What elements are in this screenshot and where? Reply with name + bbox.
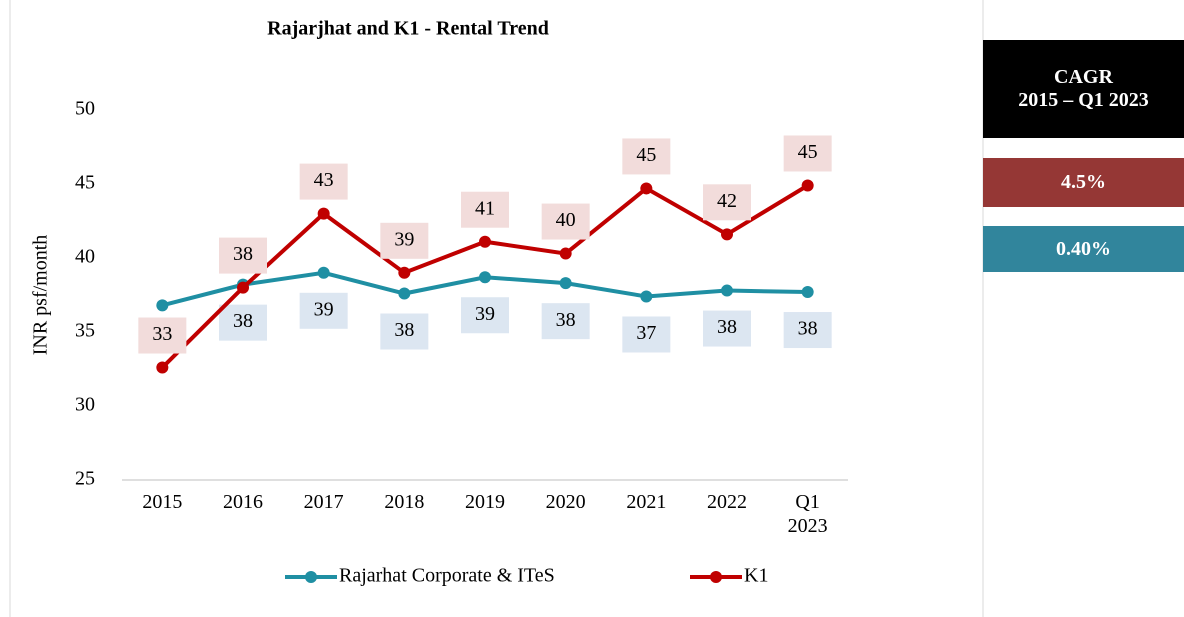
data-point <box>156 299 169 312</box>
data-label: 45 <box>636 144 656 166</box>
data-point <box>398 287 411 300</box>
data-label-box <box>380 313 429 350</box>
cagr-title: CAGR <box>1054 66 1113 88</box>
x-tick-label: 2018 <box>384 491 425 513</box>
y-axis-label: INR psf/month <box>30 235 52 356</box>
data-label-box <box>783 135 832 172</box>
data-label: 33 <box>152 323 172 345</box>
data-label: 39 <box>314 298 334 320</box>
x-tick-label: 2015 <box>142 491 183 513</box>
x-tick-label: 2017 <box>303 491 344 513</box>
data-point <box>317 266 330 279</box>
data-label: 40 <box>556 209 576 231</box>
data-label-box <box>622 316 671 353</box>
x-tick-label: 2019 <box>465 491 505 513</box>
data-point <box>479 271 491 284</box>
data-point <box>479 235 491 248</box>
cagr-k1: 4.5% <box>983 158 1184 207</box>
data-point <box>721 284 733 297</box>
data-label: 38 <box>717 316 737 338</box>
data-label: 39 <box>394 228 414 250</box>
data-label: 38 <box>394 319 414 341</box>
legend-marker <box>305 571 317 583</box>
data-label: 38 <box>233 243 253 265</box>
data-point <box>640 182 653 195</box>
data-label-box <box>622 138 671 175</box>
data-label-box <box>703 184 751 221</box>
data-label: 45 <box>798 141 818 163</box>
data-label-box <box>299 292 348 329</box>
legend-label: Rajarhat Corporate & ITeS <box>339 565 555 587</box>
data-label-box <box>461 297 509 334</box>
data-label: 38 <box>798 318 818 340</box>
x-tick-label: 2020 <box>545 491 586 513</box>
data-point <box>237 281 249 294</box>
data-point <box>559 247 572 260</box>
data-label: 39 <box>475 303 495 325</box>
data-label: 42 <box>717 190 737 212</box>
legend-marker <box>710 571 722 583</box>
data-point <box>640 290 653 303</box>
data-label: 37 <box>636 322 656 344</box>
chart-title: Rajarjhat and K1 - Rental Trend <box>267 18 549 40</box>
data-point <box>398 266 411 279</box>
data-label-box <box>783 312 832 349</box>
legend-label: K1 <box>744 565 768 587</box>
data-label: 41 <box>475 197 495 219</box>
data-point <box>559 277 572 290</box>
x-tick-label: 2021 <box>626 491 667 513</box>
data-point <box>801 179 814 192</box>
cagr-period: 2015 – Q1 2023 <box>1018 89 1149 111</box>
data-label-box <box>541 203 590 240</box>
cagr-header: CAGR 2015 – Q1 2023 <box>983 40 1184 138</box>
data-label-box <box>219 237 267 274</box>
x-tick-label: 2016 <box>223 491 263 513</box>
y-tick-label: 30 <box>75 394 95 416</box>
data-point <box>721 228 733 241</box>
x-tick-label: 2022 <box>707 491 747 513</box>
data-label-box <box>219 304 267 341</box>
y-tick-label: 40 <box>75 246 95 268</box>
cagr-rajarhat: 0.40% <box>983 226 1184 272</box>
data-point <box>317 207 330 220</box>
data-point <box>156 361 169 374</box>
y-tick-label: 45 <box>75 172 95 194</box>
y-tick-label: 35 <box>75 320 95 342</box>
data-label: 43 <box>314 169 334 191</box>
y-tick-label: 50 <box>75 98 95 120</box>
data-label-box <box>541 303 590 340</box>
y-tick-label: 25 <box>75 468 95 490</box>
x-tick-label: Q1 2023 <box>787 491 828 537</box>
data-label-box <box>138 317 187 354</box>
data-label-box <box>461 191 509 228</box>
data-label: 38 <box>556 309 576 331</box>
data-label-box <box>299 163 348 200</box>
data-label-box <box>380 222 429 259</box>
data-point <box>801 286 814 299</box>
data-label-box <box>703 310 751 347</box>
data-label: 38 <box>233 310 253 332</box>
